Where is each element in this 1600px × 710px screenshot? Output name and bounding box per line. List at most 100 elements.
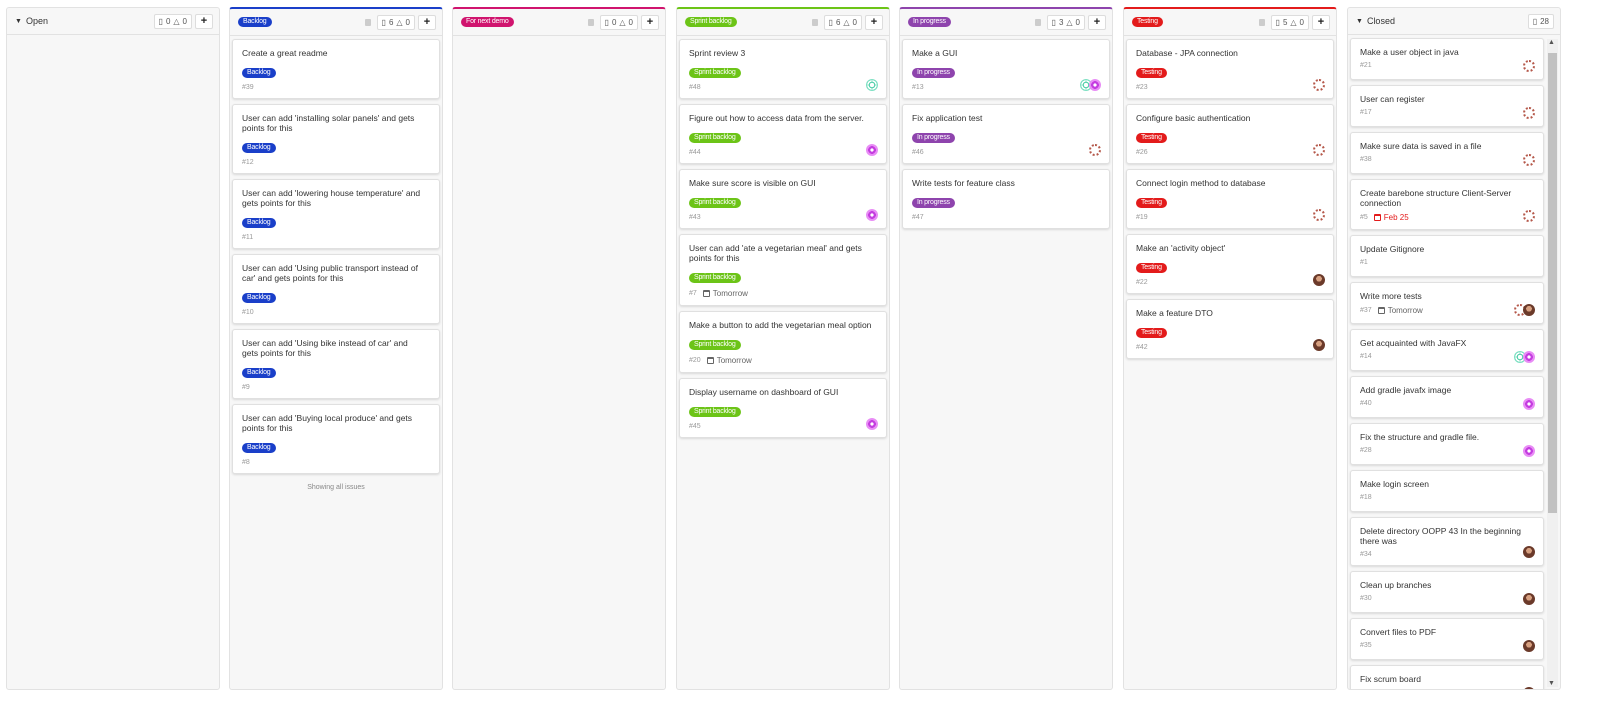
issue-title[interactable]: Update Gitignore	[1360, 244, 1425, 254]
issue-title[interactable]: Make a GUI	[912, 48, 958, 58]
issue-title[interactable]: Clean up branches	[1360, 580, 1432, 590]
issue-title[interactable]: Make a feature DTO	[1136, 308, 1213, 318]
issue-label[interactable]: Testing	[1136, 328, 1167, 338]
issue-card[interactable]: Fix scrum board #29	[1350, 665, 1544, 689]
add-issue-button[interactable]: +	[195, 13, 213, 29]
add-issue-button[interactable]: +	[1088, 14, 1106, 30]
avatar[interactable]	[1523, 304, 1535, 316]
issue-card[interactable]: Convert files to PDF #35	[1350, 618, 1544, 660]
avatar[interactable]	[1523, 107, 1535, 119]
issue-label[interactable]: Backlog	[242, 68, 276, 78]
avatar[interactable]	[866, 79, 878, 91]
issue-title[interactable]: Convert files to PDF	[1360, 627, 1437, 637]
avatar[interactable]	[1523, 593, 1535, 605]
add-issue-button[interactable]: +	[641, 14, 659, 30]
issue-label[interactable]: Backlog	[242, 368, 276, 378]
scrollbar[interactable]: ▲ ▼	[1547, 39, 1558, 687]
issue-card[interactable]: Delete directory OOPP 43 In the beginnin…	[1350, 517, 1544, 566]
issue-label[interactable]: Testing	[1136, 68, 1167, 78]
avatar[interactable]	[1313, 144, 1325, 156]
issue-card[interactable]: Sprint review 3 Sprint backlog #48	[679, 39, 887, 99]
avatar[interactable]	[1523, 60, 1535, 72]
issue-title[interactable]: Write tests for feature class	[912, 178, 1015, 188]
add-issue-button[interactable]: +	[865, 14, 883, 30]
issue-title[interactable]: User can add 'installing solar panels' a…	[242, 113, 415, 133]
avatar[interactable]	[1523, 210, 1535, 222]
issue-card[interactable]: Make sure data is saved in a file #38	[1350, 132, 1544, 174]
issue-card[interactable]: Make login screen #18	[1350, 470, 1544, 512]
issue-title[interactable]: Make sure score is visible on GUI	[689, 178, 816, 188]
issue-label[interactable]: Sprint backlog	[689, 407, 741, 417]
issue-card[interactable]: Make a feature DTO Testing #42	[1126, 299, 1334, 359]
avatar[interactable]	[1523, 398, 1535, 410]
issue-title[interactable]: Delete directory OOPP 43 In the beginnin…	[1360, 526, 1521, 546]
issue-label[interactable]: Sprint backlog	[689, 133, 741, 143]
issue-title[interactable]: User can add 'Using bike instead of car'…	[242, 338, 408, 358]
delete-list-icon[interactable]	[1258, 18, 1265, 26]
issue-card[interactable]: Database - JPA connection Testing #23	[1126, 39, 1334, 99]
issue-label[interactable]: Testing	[1136, 133, 1167, 143]
issue-label[interactable]: In progress	[912, 68, 955, 78]
column-title[interactable]: ▼ Open	[15, 16, 154, 26]
issue-label[interactable]: Sprint backlog	[689, 68, 741, 78]
issue-title[interactable]: Sprint review 3	[689, 48, 746, 58]
issue-card[interactable]: User can add 'ate a vegetarian meal' and…	[679, 234, 887, 306]
avatar[interactable]	[1523, 351, 1535, 363]
avatar[interactable]	[1523, 546, 1535, 558]
issue-card[interactable]: Get acquainted with JavaFX #14	[1350, 329, 1544, 371]
avatar[interactable]	[866, 144, 878, 156]
delete-list-icon[interactable]	[364, 18, 371, 26]
issue-card[interactable]: Make a GUI In progress #13	[902, 39, 1110, 99]
issue-card[interactable]: Add gradle javafx image #40	[1350, 376, 1544, 418]
issue-title[interactable]: Make a user object in java	[1360, 47, 1459, 57]
issue-card[interactable]: User can add 'lowering house temperature…	[232, 179, 440, 249]
issue-title[interactable]: Connect login method to database	[1136, 178, 1266, 188]
add-issue-button[interactable]: +	[418, 14, 436, 30]
issue-title[interactable]: Fix the structure and gradle file.	[1360, 432, 1480, 442]
issue-title[interactable]: Add gradle javafx image	[1360, 385, 1452, 395]
issue-label[interactable]: In progress	[912, 198, 955, 208]
issue-title[interactable]: User can add 'ate a vegetarian meal' and…	[689, 243, 862, 263]
issue-card[interactable]: Fix application test In progress #46	[902, 104, 1110, 164]
issue-card[interactable]: Make a button to add the vegetarian meal…	[679, 311, 887, 373]
issue-card[interactable]: Make a user object in java #21	[1350, 38, 1544, 80]
avatar[interactable]	[1313, 339, 1325, 351]
issue-card[interactable]: Figure out how to access data from the s…	[679, 104, 887, 164]
avatar[interactable]	[1523, 640, 1535, 652]
avatar[interactable]	[1313, 209, 1325, 221]
issue-card[interactable]: Write more tests #37 Tomorrow	[1350, 282, 1544, 324]
issue-label[interactable]: Backlog	[242, 443, 276, 453]
issue-label[interactable]: Sprint backlog	[689, 198, 741, 208]
issue-title[interactable]: Make a button to add the vegetarian meal…	[689, 320, 872, 330]
issue-title[interactable]: User can add 'Buying local produce' and …	[242, 413, 413, 433]
column-title[interactable]: ▼ Closed	[1356, 16, 1528, 26]
add-issue-button[interactable]: +	[1312, 14, 1330, 30]
collapse-caret-icon[interactable]: ▼	[1356, 17, 1363, 25]
issue-card[interactable]: Fix the structure and gradle file. #28	[1350, 423, 1544, 465]
issue-label[interactable]: Backlog	[242, 293, 276, 303]
issue-title[interactable]: Fix application test	[912, 113, 983, 123]
issue-title[interactable]: User can add 'Using public transport ins…	[242, 263, 418, 283]
issue-card[interactable]: Display username on dashboard of GUI Spri…	[679, 378, 887, 438]
issue-title[interactable]: Create a great readme	[242, 48, 328, 58]
issue-title[interactable]: Make an 'activity object'	[1136, 243, 1226, 253]
issue-label[interactable]: In progress	[912, 133, 955, 143]
issue-title[interactable]: Create barebone structure Client-Server …	[1360, 188, 1512, 208]
issue-label[interactable]: Testing	[1136, 263, 1167, 273]
issue-title[interactable]: Make sure data is saved in a file	[1360, 141, 1482, 151]
delete-list-icon[interactable]	[811, 18, 818, 26]
issue-label[interactable]: Backlog	[242, 218, 276, 228]
avatar[interactable]	[1089, 144, 1101, 156]
issue-title[interactable]: Get acquainted with JavaFX	[1360, 338, 1467, 348]
issue-title[interactable]: Configure basic authentication	[1136, 113, 1251, 123]
issue-title[interactable]: User can add 'lowering house temperature…	[242, 188, 421, 208]
issue-label[interactable]: Backlog	[242, 143, 276, 153]
delete-list-icon[interactable]	[587, 18, 594, 26]
issue-card[interactable]: User can add 'Using bike instead of car'…	[232, 329, 440, 399]
issue-card[interactable]: Clean up branches #30	[1350, 571, 1544, 613]
issue-title[interactable]: User can register	[1360, 94, 1425, 104]
issue-card[interactable]: Make an 'activity object' Testing #22	[1126, 234, 1334, 294]
avatar[interactable]	[866, 418, 878, 430]
issue-card[interactable]: Connect login method to database Testing #…	[1126, 169, 1334, 229]
issue-label[interactable]: Testing	[1136, 198, 1167, 208]
